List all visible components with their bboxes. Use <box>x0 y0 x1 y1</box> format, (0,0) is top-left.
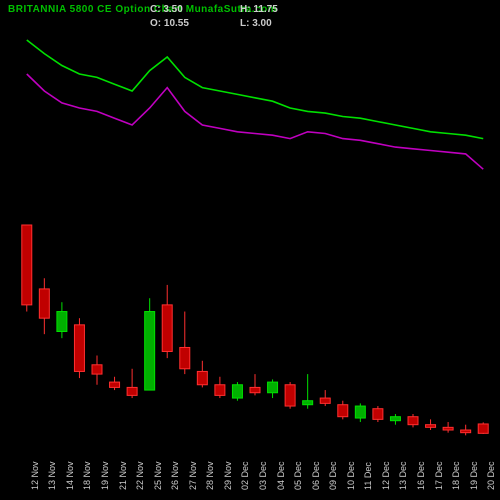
x-axis-label: 19 Dec <box>469 461 479 490</box>
candle-body <box>285 385 295 406</box>
x-axis-label: 02 Dec <box>240 461 250 490</box>
candle-body <box>478 424 488 433</box>
x-axis-label: 17 Dec <box>434 461 444 490</box>
x-axis-label: 16 Dec <box>416 461 426 490</box>
chart-title: BRITANNIA 5800 CE Option Chart MunafaSut… <box>8 4 277 15</box>
candle-body <box>338 405 348 417</box>
x-axis-label: 12 Dec <box>381 461 391 490</box>
chart-svg <box>0 0 500 500</box>
candle-body <box>57 312 67 332</box>
candle-body <box>408 417 418 425</box>
x-axis-label: 28 Nov <box>205 461 215 490</box>
ohlc-close: C: 3.50 <box>150 4 183 15</box>
candle-body <box>232 385 242 398</box>
candle-body <box>320 398 330 403</box>
candle-body <box>355 406 365 418</box>
x-axis-label: 27 Nov <box>188 461 198 490</box>
x-axis-label: 14 Nov <box>65 461 75 490</box>
ohlc-low: L: 3.00 <box>240 18 272 29</box>
candle-body <box>303 401 313 405</box>
x-axis-label: 20 Dec <box>486 461 496 490</box>
x-axis-label: 06 Dec <box>311 461 321 490</box>
candle-body <box>268 382 278 393</box>
x-axis-label: 11 Dec <box>363 462 373 490</box>
indicator-line <box>27 74 483 169</box>
x-axis-label: 22 Nov <box>135 461 145 490</box>
ohlc-high: H: 11.75 <box>240 4 278 15</box>
candle-body <box>250 387 260 392</box>
candle-body <box>127 387 137 395</box>
x-axis-label: 21 Nov <box>118 461 128 490</box>
candle-body <box>390 417 400 421</box>
x-axis-label: 26 Nov <box>170 461 180 490</box>
indicator-line <box>27 40 483 139</box>
x-axis-label: 03 Dec <box>258 461 268 490</box>
candle-body <box>110 382 120 387</box>
candle-body <box>215 385 225 396</box>
candle-body <box>461 430 471 433</box>
x-axis-label: 18 Nov <box>82 461 92 490</box>
candle-body <box>443 427 453 430</box>
x-axis-label: 19 Nov <box>100 461 110 490</box>
candle-body <box>180 347 190 368</box>
x-axis-label: 18 Dec <box>451 461 461 490</box>
x-axis-label: 12 Nov <box>30 461 40 490</box>
x-axis-label: 04 Dec <box>276 461 286 490</box>
candle-body <box>197 371 207 384</box>
candle-body <box>145 312 155 391</box>
ohlc-open: O: 10.55 <box>150 18 189 29</box>
candle-body <box>373 409 383 420</box>
candle-body <box>162 305 172 352</box>
x-axis-label: 13 Dec <box>398 461 408 490</box>
option-chart: BRITANNIA 5800 CE Option Chart MunafaSut… <box>0 0 500 500</box>
candle-body <box>39 289 49 318</box>
candle-body <box>426 425 436 428</box>
x-axis-label: 10 Dec <box>346 461 356 490</box>
candle-body <box>92 365 102 374</box>
x-axis-label: 05 Dec <box>293 461 303 490</box>
x-axis-label: 29 Nov <box>223 461 233 490</box>
candle-body <box>74 325 84 372</box>
x-axis-label: 13 Nov <box>47 461 57 490</box>
candle-body <box>22 225 32 305</box>
x-axis-label: 09 Dec <box>328 461 338 490</box>
x-axis-label: 25 Nov <box>153 461 163 490</box>
